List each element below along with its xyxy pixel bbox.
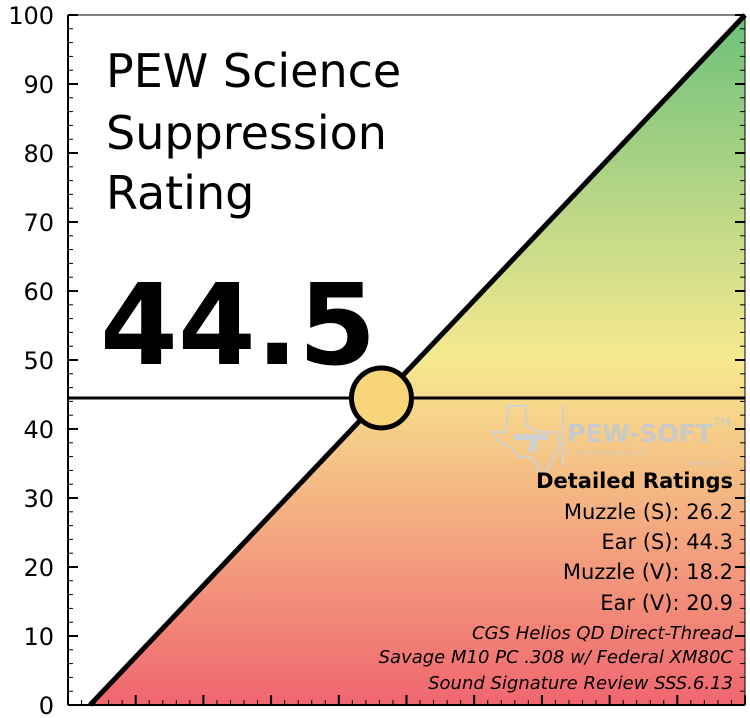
y-tick-label: 0: [39, 692, 54, 718]
detail-muzzle-s: Muzzle (S): 26.2: [564, 500, 733, 524]
title-line-2: Suppression: [106, 106, 387, 160]
rating-score: 44.5: [100, 261, 376, 391]
y-tick-label: 20: [23, 554, 54, 582]
y-tick-label: 50: [23, 347, 54, 375]
y-tick-label: 80: [23, 140, 54, 168]
watermark-tm: TM: [713, 416, 730, 429]
marker-layer: [348, 365, 414, 431]
detail-ear-v: Ear (V): 20.9: [600, 591, 733, 615]
axis-layer: 0 10 20 30 40 50 60 70 80 90 100: [8, 2, 746, 718]
detailed-ratings-heading: Detailed Ratings: [536, 469, 733, 493]
pistol-icon: [514, 434, 548, 452]
pew-soft-watermark: PEW-SOFT TM © 2020 PEW Science, LLC Vers…: [489, 405, 730, 478]
detailed-ratings: Detailed Ratings Muzzle (S): 26.2 Ear (S…: [379, 469, 734, 694]
y-tick-label: 100: [8, 2, 54, 30]
y-tick-label: 40: [23, 416, 54, 444]
detail-ear-s: Ear (S): 44.3: [601, 530, 733, 554]
title-line-3: Rating: [106, 166, 254, 220]
y-tick-label: 10: [23, 623, 54, 651]
diagonal-line: [88, 13, 747, 707]
y-tick-label: 30: [23, 485, 54, 513]
title-line-1: PEW Science: [106, 44, 401, 98]
y-tick-label: 90: [23, 71, 54, 99]
note-suppressor: CGS Helios QD Direct-Thread: [472, 623, 734, 644]
y-tick-label: 60: [23, 278, 54, 306]
chart-title: PEW Science Suppression Rating: [106, 44, 401, 220]
texas-outline-icon: [489, 405, 562, 478]
watermark-version: Version 1.0.2: [689, 460, 728, 467]
y-tick-label: 70: [23, 209, 54, 237]
note-host-ammo: Savage M10 PC .308 w/ Federal XM80C: [379, 647, 734, 668]
note-review-id: Sound Signature Review SSS.6.13: [428, 673, 733, 694]
watermark-copyright: © 2020 PEW Science, LLC: [567, 450, 645, 457]
detail-muzzle-v: Muzzle (V): 18.2: [563, 560, 733, 584]
rating-marker: [348, 365, 414, 431]
watermark-brand: PEW-SOFT: [567, 419, 713, 448]
